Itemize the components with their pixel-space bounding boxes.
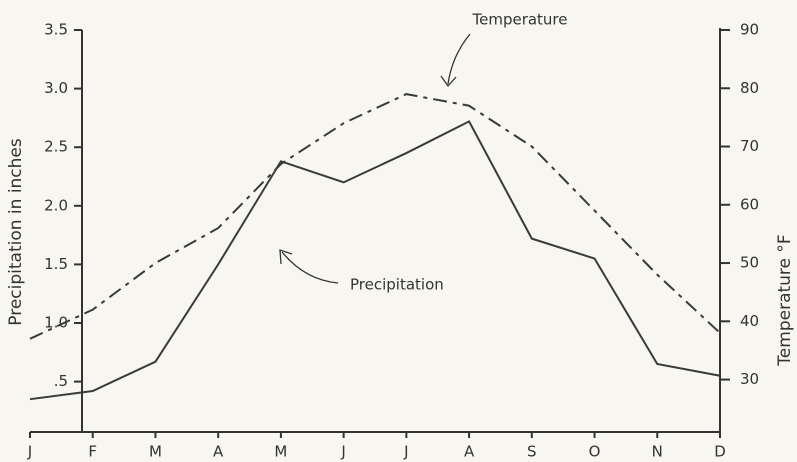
x-tick-label: F	[88, 443, 97, 461]
y2-tick-label: 40	[740, 312, 759, 330]
x-tick-label: S	[527, 443, 537, 461]
y-tick-label: 1.0	[44, 314, 68, 332]
x-tick-label: D	[714, 443, 726, 461]
x-tick-label: J	[27, 443, 32, 461]
y-tick-label: 1.5	[44, 255, 68, 273]
y2-tick-label: 30	[740, 370, 759, 388]
x-tick-label: A	[464, 443, 475, 461]
y2-tick-label: 70	[740, 137, 759, 155]
x-tick-label: M	[274, 443, 287, 461]
x-tick-label: N	[652, 443, 663, 461]
series-line	[29, 120, 721, 401]
y-tick-label: 3.0	[44, 79, 68, 97]
annotation-temperature: Temperature	[471, 11, 567, 29]
x-tick-label: A	[213, 443, 224, 461]
y2-tick-label: 80	[740, 79, 759, 97]
x-tick-label: J	[403, 443, 408, 461]
y2-tick-label: 60	[740, 195, 759, 213]
x-tick-label: J	[340, 443, 345, 461]
x-tick-label: O	[589, 443, 601, 461]
y-tick-label: .5	[54, 372, 68, 390]
annotation-precipitation: Precipitation	[350, 276, 444, 294]
y-tick-label: 2.0	[44, 196, 68, 214]
y-tick-label: 3.5	[44, 21, 68, 39]
y2-tick-label: 50	[740, 254, 759, 272]
x-tick-label: M	[149, 443, 162, 461]
y-axis-title: Precipitation in inches	[6, 138, 26, 326]
y2-tick-label: 90	[740, 21, 759, 39]
y2-axis-title: Temperature °F	[775, 234, 795, 366]
series-line	[29, 93, 721, 340]
annotation-arrow	[279, 249, 339, 284]
y-tick-label: 2.5	[44, 138, 68, 156]
annotation-arrow	[440, 33, 471, 88]
